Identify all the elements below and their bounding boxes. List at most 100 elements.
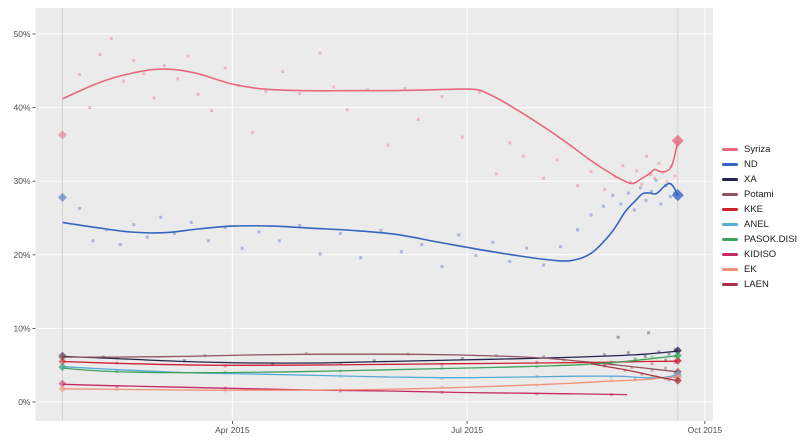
trend-line-pasok.disi: [62, 354, 678, 374]
sep-result-syriza: [671, 134, 684, 147]
poll-point-pasok.disi: [633, 357, 637, 361]
poll-point-nd: [668, 195, 672, 199]
poll-point-potami: [664, 366, 668, 370]
poll-point-syriza: [98, 53, 102, 57]
x-tick-label: Oct 2015: [688, 425, 723, 435]
poll-point-nd: [576, 228, 579, 232]
poll-point-syriza: [576, 184, 579, 188]
legend-label: ANEL: [744, 219, 769, 230]
trend-line-potami: [62, 353, 678, 373]
poll-point-syriza: [298, 92, 302, 96]
poll-point-syriza: [653, 176, 657, 180]
legend-item-xa: XA: [722, 172, 797, 187]
legend-swatch-laen: [722, 283, 738, 286]
poll-point-nd: [359, 256, 363, 260]
poll-point-syriza: [176, 77, 180, 81]
poll-point-kke: [673, 360, 677, 364]
poll-point-nd: [659, 202, 663, 206]
poll-point-syriza: [318, 51, 322, 55]
poll-point-nd: [206, 239, 210, 243]
poll-point-syriza: [332, 85, 336, 89]
poll-point-xa: [603, 353, 607, 357]
jan-result-nd: [57, 192, 67, 202]
poll-point-laen: [640, 372, 644, 376]
legend-item-anel: ANEL: [722, 217, 797, 232]
poll-point-syriza: [78, 72, 82, 76]
poll-point-syriza: [281, 70, 285, 74]
poll-point-nd: [654, 178, 658, 182]
poll-point-anel: [440, 376, 444, 380]
y-tick-label: 40%: [13, 103, 30, 113]
poll-point-syriza: [665, 180, 669, 184]
poll-point-syriza: [477, 90, 481, 94]
poll-point-nd: [318, 252, 322, 256]
poll-point-nd: [619, 202, 623, 206]
poll-point-anel: [115, 368, 119, 372]
poll-point-syriza: [152, 96, 156, 100]
legend-swatch-pasok.disi: [722, 238, 738, 241]
poll-point-syriza: [508, 141, 512, 145]
x-tick-label: Apr 2015: [215, 425, 250, 435]
poll-point-nd: [91, 239, 95, 243]
y-tick-label: 10%: [13, 323, 30, 333]
poll-point-xa: [626, 351, 630, 355]
legend-swatch-ek: [722, 268, 738, 271]
legend-label: KKE: [744, 204, 764, 215]
trend-line-nd: [62, 182, 679, 262]
poll-point-xa: [460, 357, 464, 361]
poll-point-potami: [603, 362, 607, 366]
poll-point-potami: [650, 368, 654, 372]
poll-point-ek: [664, 377, 668, 381]
poll-point-syriza: [657, 162, 661, 166]
poll-point-syriza: [649, 173, 653, 177]
legend-item-kidiso: KIDISO: [722, 247, 797, 262]
sep-result-laen: [673, 376, 682, 385]
poll-point-syriza: [640, 182, 644, 186]
poll-point-syriza: [386, 143, 390, 147]
legend-item-syriza: Syriza: [722, 142, 797, 157]
poll-point-syriza: [186, 54, 190, 58]
poll-point-syriza: [196, 92, 200, 96]
poll-point-kidiso: [115, 385, 119, 389]
poll-point-xa: [657, 350, 661, 354]
poll-point-syriza: [621, 164, 625, 168]
poll-point-pasok.disi: [650, 355, 654, 359]
poll-point-syriza: [210, 109, 214, 113]
poll-point-syriza: [403, 86, 407, 90]
poll-point-syriza: [628, 180, 632, 184]
x-tick-label: Jul 2015: [451, 425, 483, 435]
legend-swatch-xa: [722, 178, 738, 181]
legend-label: EK: [744, 264, 757, 275]
poll-point-nd: [589, 213, 593, 217]
poll-point-nd: [542, 263, 546, 267]
poll-point-nd: [491, 240, 495, 244]
legend-label: XA: [744, 174, 757, 185]
poll-point-syriza: [613, 175, 617, 179]
poll-point-syriza: [122, 79, 126, 83]
poll-point-nd: [649, 190, 653, 194]
legend-swatch-syriza: [722, 148, 738, 151]
legend-item-nd: ND: [722, 157, 797, 172]
poll-point-laen: [667, 378, 671, 382]
poll-point-nd: [601, 204, 605, 208]
poll-point-nd: [132, 223, 136, 227]
poll-point-nd: [257, 230, 261, 234]
sep-result-kke: [673, 356, 682, 365]
poll-point-anel: [633, 377, 637, 381]
poll-point-nd: [632, 208, 636, 212]
poll-point-nd: [338, 231, 342, 235]
poll-point-nd: [240, 246, 244, 250]
poll-point-syriza: [142, 72, 146, 76]
legend-swatch-kke: [722, 208, 738, 211]
poll-point-syriza: [634, 169, 638, 173]
poll-point-xa: [183, 359, 187, 363]
poll-point-syriza: [264, 89, 268, 93]
legend-item-laen: LAEN: [722, 277, 797, 292]
poll-point-xa: [616, 335, 620, 339]
poll-point-nd: [159, 215, 163, 219]
poll-point-syriza: [460, 135, 464, 139]
legend-item-potami: Potami: [722, 187, 797, 202]
chart-legend: Syriza ND XA Potami KKE ANEL PASOK.DISI KIDISO E…: [722, 142, 797, 292]
poll-point-nd: [145, 235, 149, 239]
